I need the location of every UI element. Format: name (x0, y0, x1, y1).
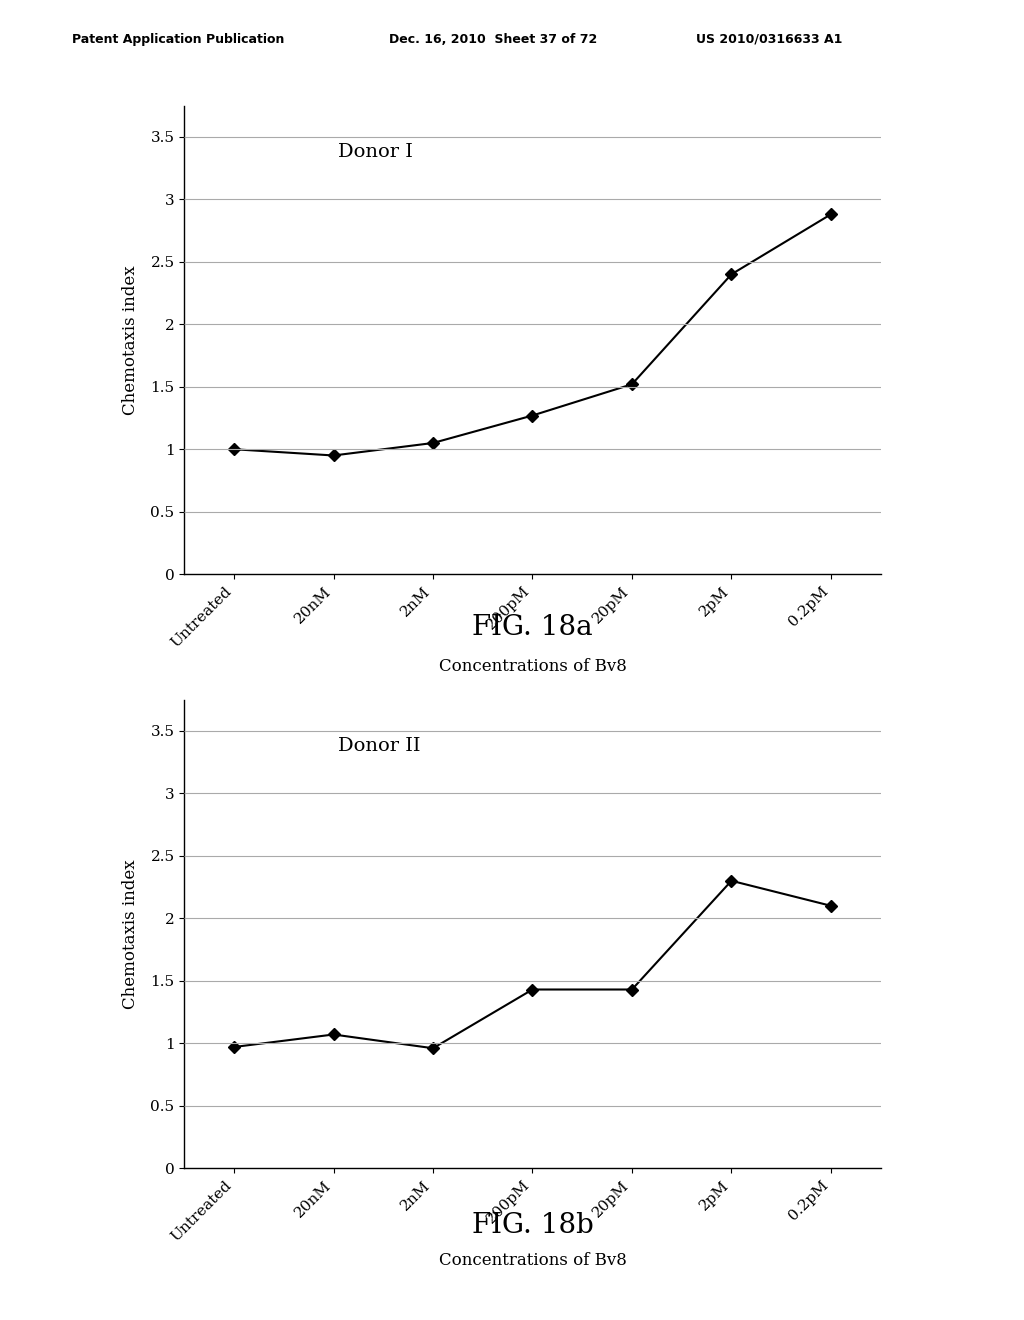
X-axis label: Concentrations of Bv8: Concentrations of Bv8 (438, 659, 627, 675)
Text: Donor II: Donor II (338, 737, 420, 755)
Y-axis label: Chemotaxis index: Chemotaxis index (122, 265, 139, 414)
Text: Donor I: Donor I (338, 143, 413, 161)
Text: Patent Application Publication: Patent Application Publication (72, 33, 284, 46)
Text: FIG. 18b: FIG. 18b (472, 1212, 593, 1238)
X-axis label: Concentrations of Bv8: Concentrations of Bv8 (438, 1253, 627, 1269)
Text: FIG. 18a: FIG. 18a (472, 614, 593, 640)
Text: Dec. 16, 2010  Sheet 37 of 72: Dec. 16, 2010 Sheet 37 of 72 (389, 33, 597, 46)
Y-axis label: Chemotaxis index: Chemotaxis index (122, 859, 139, 1008)
Text: US 2010/0316633 A1: US 2010/0316633 A1 (696, 33, 843, 46)
